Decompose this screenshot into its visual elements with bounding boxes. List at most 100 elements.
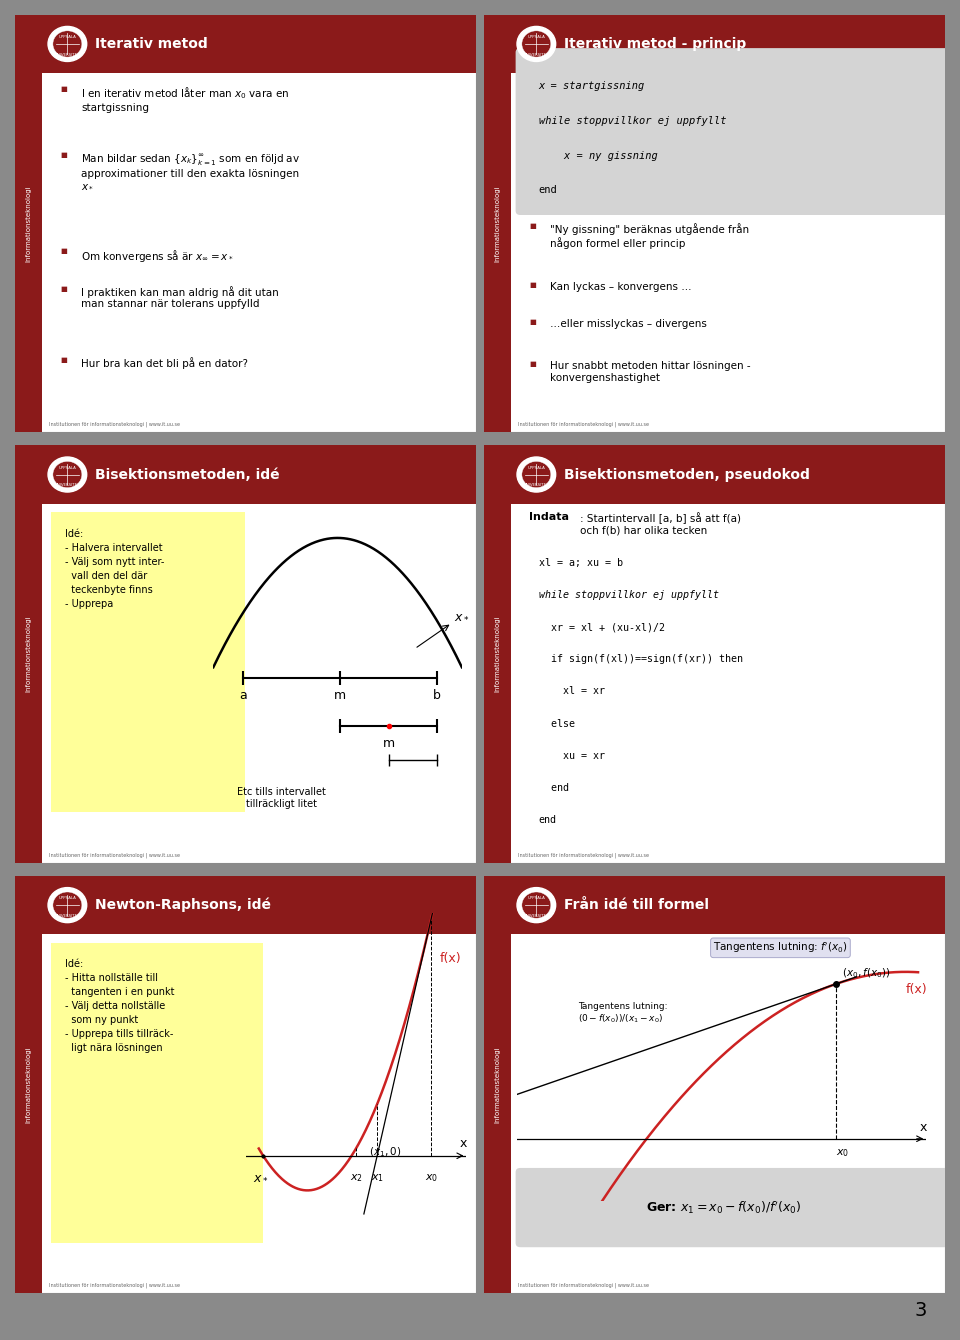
Text: Etc tills intervallet
tillräckligt litet: Etc tills intervallet tillräckligt litet (237, 788, 325, 809)
Text: I en iterativ metod låter man $x_0$ vara en
startgissning: I en iterativ metod låter man $x_0$ vara… (82, 86, 289, 113)
Text: ■: ■ (529, 224, 537, 229)
Text: Institutionen för informationsteknologi | www.it.uu.se: Institutionen för informationsteknologi … (49, 421, 180, 427)
Text: x = startgissning: x = startgissning (539, 82, 645, 91)
Text: Informationsteknologi: Informationsteknologi (26, 615, 32, 693)
Text: "Ny gissning" beräknas utgående från
någon formel eller princip: "Ny gissning" beräknas utgående från någ… (550, 224, 749, 249)
Text: b: b (433, 689, 441, 702)
Circle shape (48, 887, 86, 923)
Circle shape (522, 461, 551, 488)
Text: Institutionen för informationsteknologi | www.it.uu.se: Institutionen för informationsteknologi … (518, 852, 649, 858)
Text: $x_0$: $x_0$ (424, 1172, 438, 1183)
Circle shape (53, 461, 82, 488)
Text: a: a (239, 689, 247, 702)
Bar (15, 876, 42, 1293)
Text: $(x_0, f(x_0))$: $(x_0, f(x_0))$ (842, 966, 891, 980)
Circle shape (48, 457, 86, 492)
Text: Informationsteknologi: Informationsteknologi (494, 615, 501, 693)
Text: if sign(f(xl))==sign(f(xr)) then: if sign(f(xl))==sign(f(xr)) then (539, 654, 743, 665)
Text: UNIVERSITET: UNIVERSITET (55, 914, 80, 918)
Text: Man bildar sedan $\{x_k\}_{k=1}^{\infty}$ som en följd av
approximationer till d: Man bildar sedan $\{x_k\}_{k=1}^{\infty}… (82, 153, 300, 190)
Text: Informationsteknologi: Informationsteknologi (26, 1047, 32, 1123)
Text: Kan lyckas – konvergens …: Kan lyckas – konvergens … (550, 281, 692, 292)
Text: Indata: Indata (529, 512, 569, 523)
Text: $x_2$: $x_2$ (349, 1172, 363, 1183)
FancyBboxPatch shape (516, 1168, 957, 1248)
Bar (51, 512, 245, 812)
Text: UPPSALA: UPPSALA (527, 466, 545, 470)
Text: UNIVERSITET: UNIVERSITET (523, 484, 549, 488)
Text: Ger: $x_1 = x_0 - f(x_0)/f'(x_0)$: Ger: $x_1 = x_0 - f(x_0)/f'(x_0)$ (646, 1199, 802, 1215)
Text: UNIVERSITET: UNIVERSITET (523, 914, 549, 918)
Text: ■: ■ (60, 86, 67, 91)
Bar (42, 15, 475, 74)
Circle shape (48, 27, 86, 62)
Text: UPPSALA: UPPSALA (59, 466, 76, 470)
Text: f(x): f(x) (905, 982, 927, 996)
Text: while stoppvillkor ej uppfyllt: while stoppvillkor ej uppfyllt (539, 590, 719, 600)
Text: m: m (382, 737, 395, 749)
Text: ■: ■ (60, 285, 67, 292)
Text: I praktiken kan man aldrig nå dit utan
man stannar när tolerans uppfylld: I praktiken kan man aldrig nå dit utan m… (82, 285, 279, 310)
Bar (511, 445, 945, 504)
Text: end: end (539, 815, 557, 825)
Text: Informationsteknologi: Informationsteknologi (26, 185, 32, 261)
Text: UNIVERSITET: UNIVERSITET (55, 52, 80, 56)
Text: Institutionen för informationsteknologi | www.it.uu.se: Institutionen för informationsteknologi … (518, 1282, 649, 1288)
Text: Idé:
- Halvera intervallet
- Välj som nytt inter-
  vall den del där
  teckenbyt: Idé: - Halvera intervallet - Välj som ny… (65, 529, 164, 608)
Text: ■: ■ (529, 319, 537, 326)
Bar (484, 445, 511, 863)
Text: xl = a; xu = b: xl = a; xu = b (539, 557, 623, 568)
Text: Hur snabbt metoden hittar lösningen -
konvergenshastighet: Hur snabbt metoden hittar lösningen - ko… (550, 360, 751, 383)
Text: UNIVERSITET: UNIVERSITET (523, 52, 549, 56)
Text: ■: ■ (529, 281, 537, 288)
Text: …eller misslyckas – divergens: …eller misslyckas – divergens (550, 319, 707, 330)
Text: x: x (920, 1122, 927, 1134)
Text: Iterativ metod - princip: Iterativ metod - princip (564, 38, 746, 51)
Text: : Startintervall [a, b] så att f(a)
och f(b) har olika tecken: : Startintervall [a, b] så att f(a) och … (580, 512, 741, 536)
Bar (511, 15, 945, 74)
Text: x = ny gissning: x = ny gissning (539, 150, 658, 161)
Text: m: m (334, 689, 347, 702)
Text: ■: ■ (60, 153, 67, 158)
FancyBboxPatch shape (516, 48, 957, 214)
Text: UPPSALA: UPPSALA (59, 35, 76, 39)
Bar (484, 15, 511, 431)
Text: ■: ■ (60, 356, 67, 363)
Text: Bisektionsmetoden, pseudokod: Bisektionsmetoden, pseudokod (564, 468, 810, 481)
Text: Tangentens lutning: $f'(x_0)$: Tangentens lutning: $f'(x_0)$ (713, 941, 848, 955)
Text: Informationsteknologi: Informationsteknologi (494, 185, 501, 261)
Text: Newton-Raphsons, idé: Newton-Raphsons, idé (95, 898, 271, 913)
Circle shape (517, 887, 556, 923)
Text: Hur bra kan det bli på en dator?: Hur bra kan det bli på en dator? (82, 356, 249, 368)
Text: Bisektionsmetoden, idé: Bisektionsmetoden, idé (95, 468, 279, 481)
Text: $x_*$: $x_*$ (253, 1170, 269, 1183)
Bar (484, 876, 511, 1293)
Text: Tangentens lutning:
$(0-f(x_0))/(x_1-x_0)$: Tangentens lutning: $(0-f(x_0))/(x_1-x_0… (578, 1002, 667, 1025)
Text: end: end (539, 783, 568, 793)
Text: 3: 3 (914, 1301, 926, 1320)
Text: Institutionen för informationsteknologi | www.it.uu.se: Institutionen för informationsteknologi … (49, 852, 180, 858)
Bar (42, 876, 475, 934)
Circle shape (517, 457, 556, 492)
Text: UPPSALA: UPPSALA (527, 35, 545, 39)
Bar (51, 942, 263, 1244)
Text: UPPSALA: UPPSALA (59, 896, 76, 900)
Text: Från idé till formel: Från idé till formel (564, 898, 708, 913)
Text: Iterativ metod: Iterativ metod (95, 38, 207, 51)
Bar (42, 445, 475, 504)
Text: Institutionen för informationsteknologi | www.it.uu.se: Institutionen för informationsteknologi … (518, 421, 649, 427)
Text: ■: ■ (529, 360, 537, 367)
Text: xr = xl + (xu-xl)/2: xr = xl + (xu-xl)/2 (539, 622, 664, 632)
Circle shape (517, 27, 556, 62)
Text: Informationsteknologi: Informationsteknologi (494, 1047, 501, 1123)
Text: Institutionen för informationsteknologi | www.it.uu.se: Institutionen för informationsteknologi … (49, 1282, 180, 1288)
Text: Om konvergens så är $x_{\infty} = x_*$: Om konvergens så är $x_{\infty} = x_*$ (82, 248, 234, 264)
Circle shape (522, 31, 551, 58)
Text: while stoppvillkor ej uppfyllt: while stoppvillkor ej uppfyllt (539, 117, 726, 126)
Text: xl = xr: xl = xr (539, 686, 605, 697)
Circle shape (522, 892, 551, 918)
Text: xu = xr: xu = xr (539, 750, 605, 761)
Text: f(x): f(x) (440, 951, 462, 965)
Bar (15, 445, 42, 863)
Text: $(x_1, 0)$: $(x_1, 0)$ (369, 1146, 401, 1159)
